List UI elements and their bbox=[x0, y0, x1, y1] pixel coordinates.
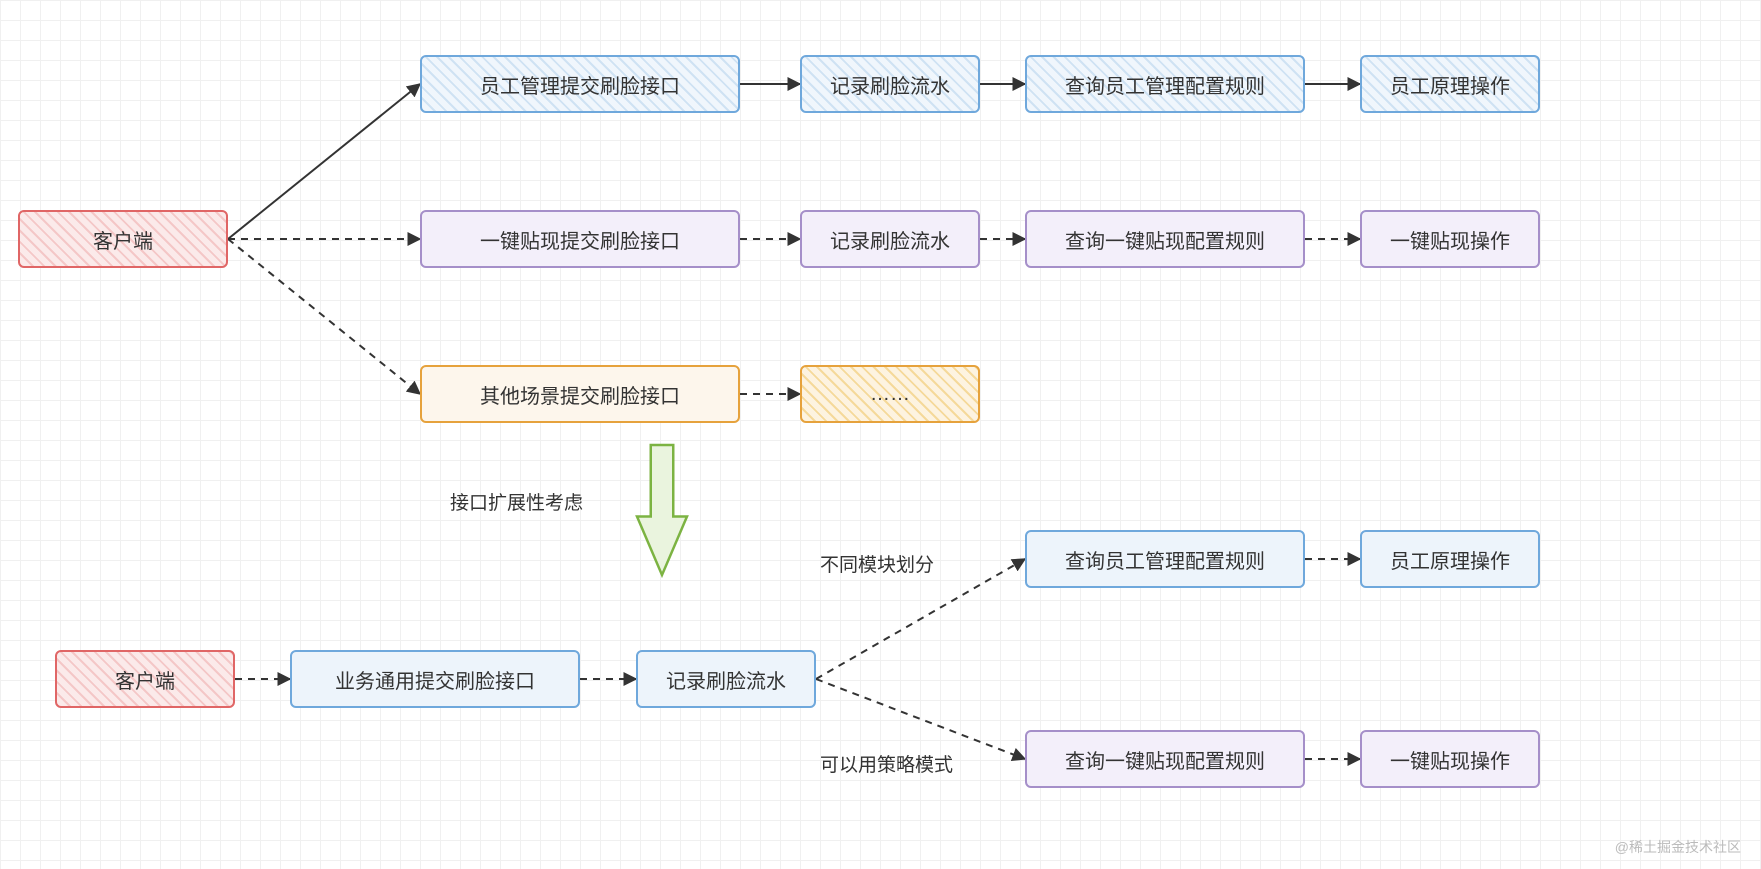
node-label: 一键贴现操作 bbox=[1390, 225, 1510, 254]
node-n11: …… bbox=[800, 365, 980, 423]
edge-n1-n10 bbox=[228, 239, 420, 394]
node-n5: 员工原理操作 bbox=[1360, 55, 1540, 113]
free-label-fl3: 可以用策略模式 bbox=[820, 750, 953, 777]
node-label: 客户端 bbox=[115, 665, 175, 694]
node-label: 员工原理操作 bbox=[1390, 545, 1510, 574]
free-label-fl2: 不同模块划分 bbox=[820, 550, 934, 577]
node-label: …… bbox=[870, 383, 910, 406]
node-n10: 其他场景提交刷脸接口 bbox=[420, 365, 740, 423]
edge-n1-n2 bbox=[228, 84, 420, 239]
node-n3: 记录刷脸流水 bbox=[800, 55, 980, 113]
node-n15: 查询员工管理配置规则 bbox=[1025, 530, 1305, 588]
node-label: 记录刷脸流水 bbox=[830, 225, 950, 254]
node-label: 客户端 bbox=[93, 225, 153, 254]
node-n14: 记录刷脸流水 bbox=[636, 650, 816, 708]
node-n13: 业务通用提交刷脸接口 bbox=[290, 650, 580, 708]
node-label: 其他场景提交刷脸接口 bbox=[480, 380, 680, 409]
node-label: 查询一键贴现配置规则 bbox=[1065, 745, 1265, 774]
free-label-fl1: 接口扩展性考虑 bbox=[450, 488, 583, 515]
node-label: 查询一键贴现配置规则 bbox=[1065, 225, 1265, 254]
node-n12: 客户端 bbox=[55, 650, 235, 708]
node-label: 员工原理操作 bbox=[1390, 70, 1510, 99]
node-n16: 员工原理操作 bbox=[1360, 530, 1540, 588]
edge-n14-n17 bbox=[816, 679, 1025, 759]
node-label: 一键贴现提交刷脸接口 bbox=[480, 225, 680, 254]
node-n2: 员工管理提交刷脸接口 bbox=[420, 55, 740, 113]
watermark: @稀土掘金技术社区 bbox=[1615, 837, 1741, 857]
node-n1: 客户端 bbox=[18, 210, 228, 268]
node-n7: 记录刷脸流水 bbox=[800, 210, 980, 268]
big-down-arrow bbox=[637, 445, 687, 575]
node-n17: 查询一键贴现配置规则 bbox=[1025, 730, 1305, 788]
node-n18: 一键贴现操作 bbox=[1360, 730, 1540, 788]
node-label: 一键贴现操作 bbox=[1390, 745, 1510, 774]
node-n4: 查询员工管理配置规则 bbox=[1025, 55, 1305, 113]
node-label: 查询员工管理配置规则 bbox=[1065, 70, 1265, 99]
node-label: 查询员工管理配置规则 bbox=[1065, 545, 1265, 574]
edge-n14-n15 bbox=[816, 559, 1025, 679]
node-label: 记录刷脸流水 bbox=[830, 70, 950, 99]
node-label: 记录刷脸流水 bbox=[666, 665, 786, 694]
node-label: 业务通用提交刷脸接口 bbox=[335, 665, 535, 694]
node-label: 员工管理提交刷脸接口 bbox=[480, 70, 680, 99]
node-n9: 一键贴现操作 bbox=[1360, 210, 1540, 268]
diagram-canvas: 客户端员工管理提交刷脸接口记录刷脸流水查询员工管理配置规则员工原理操作一键贴现提… bbox=[0, 0, 1761, 869]
node-n6: 一键贴现提交刷脸接口 bbox=[420, 210, 740, 268]
node-n8: 查询一键贴现配置规则 bbox=[1025, 210, 1305, 268]
